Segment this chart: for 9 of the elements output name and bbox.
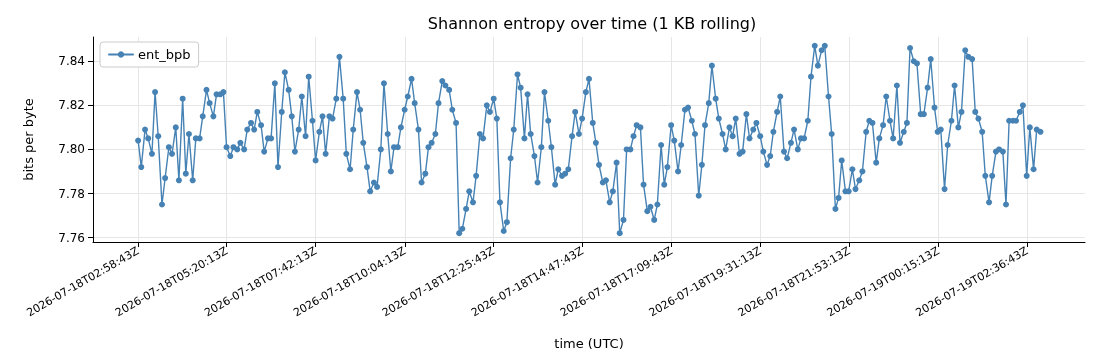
legend-label: ent_bpb [138,47,191,62]
y-tick-label: 7.82 [58,98,85,113]
y-tick-label: 7.78 [58,186,85,201]
y-tick-label: 7.76 [58,230,85,245]
chart-title: Shannon entropy over time (1 KB rolling) [427,13,757,33]
x-axis-title: time (UTC) [554,336,624,351]
y-tick-label: 7.84 [58,54,85,69]
y-axis-title: bits per byte [21,98,36,181]
y-tick-label: 7.80 [58,142,85,157]
